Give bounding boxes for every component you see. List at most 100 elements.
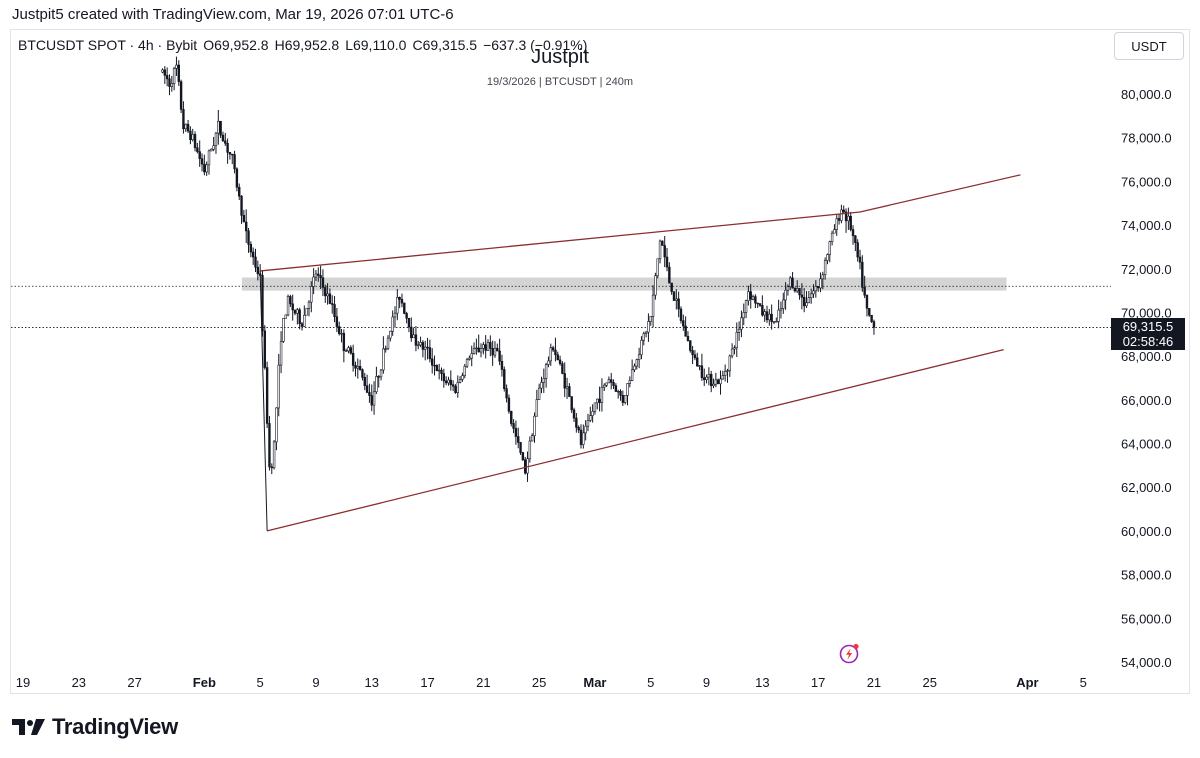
- candle: [684, 316, 687, 337]
- candle-body: [428, 347, 432, 360]
- candle: [665, 247, 669, 272]
- candle: [426, 337, 429, 360]
- candle-body: [498, 350, 501, 362]
- candle: [614, 383, 618, 392]
- tradingview-logo-text: TradingView: [52, 714, 178, 739]
- candle: [610, 372, 613, 390]
- lightning-alert-icon[interactable]: [838, 642, 860, 664]
- candle-body: [626, 383, 629, 396]
- candle: [314, 269, 318, 281]
- currency-button[interactable]: USDT: [1114, 32, 1184, 60]
- candle-body: [340, 333, 343, 335]
- candle-body: [772, 321, 776, 323]
- candle: [796, 280, 799, 293]
- candle-body: [726, 370, 729, 372]
- candle: [251, 247, 255, 265]
- candle: [363, 372, 366, 391]
- candle: [356, 358, 359, 379]
- candle: [447, 376, 450, 386]
- candle-body: [319, 275, 322, 279]
- candle: [544, 362, 548, 388]
- candle: [517, 427, 520, 449]
- candle-body: [779, 308, 783, 311]
- watermark-subtitle: 19/3/2026 | BTCUSDT | 240m: [486, 76, 634, 88]
- candle: [303, 305, 306, 328]
- candle-body: [589, 415, 592, 421]
- candle-body: [809, 293, 813, 299]
- candle-body: [368, 392, 371, 396]
- candle: [563, 362, 566, 398]
- candle: [740, 310, 743, 338]
- candle: [424, 340, 427, 361]
- candle-body: [796, 288, 799, 292]
- candle: [826, 253, 829, 265]
- candle-body: [170, 83, 173, 87]
- candle-body: [451, 384, 455, 387]
- candle: [777, 299, 780, 329]
- candle-body: [477, 347, 480, 353]
- y-tick-label: 76,000.0: [1121, 174, 1172, 189]
- candle-body: [549, 347, 552, 362]
- candle: [200, 153, 204, 172]
- tradingview-logo[interactable]: TradingView: [12, 714, 178, 740]
- candle: [475, 338, 478, 355]
- candle: [814, 280, 818, 298]
- chart-frame[interactable]: 80,000.0 78,000.0 76,000.0 74,000.0 72,000.0…: [10, 29, 1190, 694]
- candle: [630, 359, 634, 382]
- candle-body: [210, 148, 213, 152]
- candle: [675, 289, 678, 310]
- candle-body: [400, 299, 404, 304]
- candle: [698, 365, 701, 371]
- candle-body: [703, 377, 706, 380]
- candle: [577, 425, 580, 434]
- candle-body: [470, 353, 473, 359]
- candle: [375, 366, 378, 394]
- y-tick-label: 72,000.0: [1121, 262, 1172, 277]
- x-tick-label: 27: [127, 675, 141, 690]
- candle-body: [586, 419, 590, 427]
- candle-body: [372, 391, 376, 406]
- candle: [272, 439, 276, 470]
- candle-body: [179, 81, 183, 110]
- candle-body: [510, 410, 513, 424]
- candle: [530, 433, 534, 442]
- candle: [451, 380, 455, 392]
- price-chart[interactable]: 80,000.0 78,000.0 76,000.0 74,000.0 72,000.0…: [11, 30, 1190, 694]
- candle-body: [163, 69, 167, 76]
- candle-body: [277, 364, 280, 409]
- candle-body: [665, 256, 669, 268]
- candle-body: [728, 355, 732, 371]
- candle-body: [570, 396, 573, 411]
- x-tick-label: Apr: [1016, 675, 1038, 690]
- candle: [421, 340, 425, 358]
- candle: [619, 389, 622, 401]
- candle: [440, 367, 443, 381]
- candle-body: [514, 428, 518, 437]
- candle: [384, 345, 387, 353]
- candle-body: [391, 316, 394, 332]
- symbol-name[interactable]: BTCUSDT SPOT · 4h · Bybit: [18, 37, 198, 53]
- candle-body: [333, 304, 336, 318]
- candle: [235, 167, 239, 192]
- candle: [372, 381, 376, 415]
- candle: [537, 383, 541, 401]
- candle-body: [200, 158, 204, 165]
- candle-body: [484, 344, 487, 351]
- candle-body: [812, 290, 815, 295]
- candle-body: [410, 326, 413, 339]
- candle: [196, 142, 199, 154]
- candle-body: [279, 341, 283, 366]
- candle: [598, 386, 601, 412]
- current-price-value: 69,315.5: [1122, 319, 1174, 334]
- candle: [310, 281, 313, 313]
- candle-body: [251, 251, 255, 258]
- candle-body: [379, 369, 383, 378]
- candle: [368, 383, 371, 403]
- lower-trendline: [266, 348, 1004, 532]
- candle-body: [475, 347, 478, 350]
- candle-body: [819, 278, 822, 289]
- candle: [779, 301, 783, 319]
- candle: [744, 299, 748, 319]
- candle: [219, 120, 222, 139]
- candle: [361, 368, 364, 381]
